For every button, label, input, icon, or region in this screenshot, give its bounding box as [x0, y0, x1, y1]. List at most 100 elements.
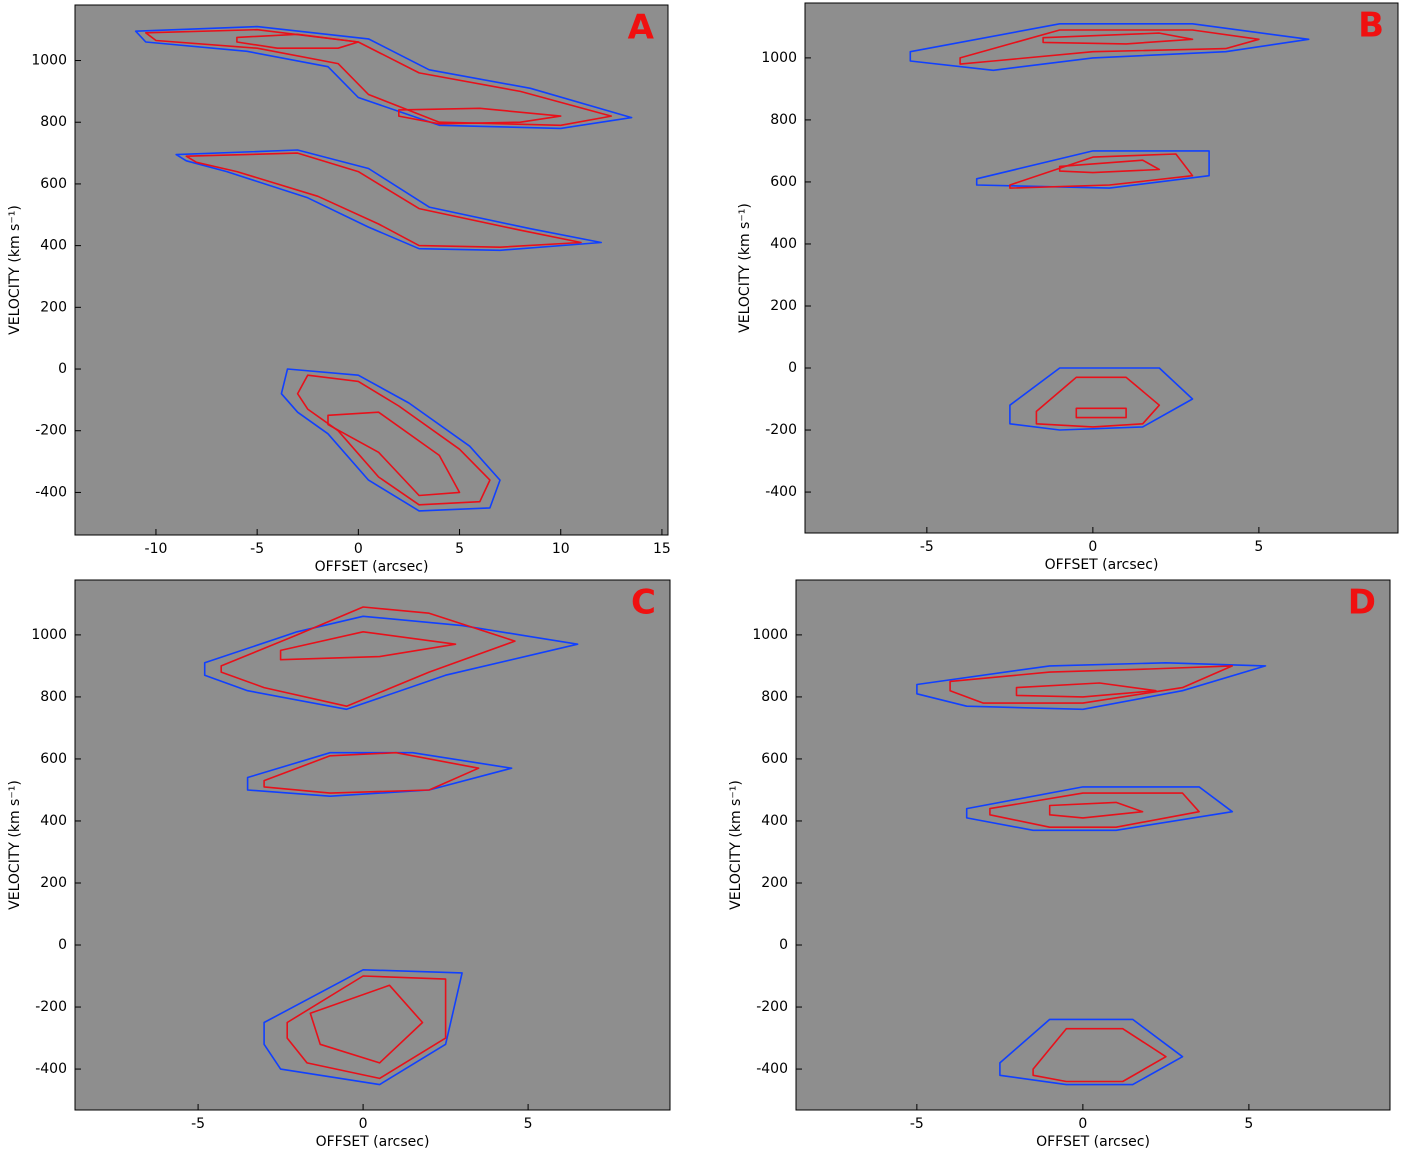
y-tick-label: 200 [40, 875, 67, 891]
contour [1048, 801, 1144, 819]
plot-area [75, 5, 668, 535]
y-tick-label: 1000 [752, 627, 788, 643]
plot-content [909, 23, 1310, 431]
plot-frame [795, 579, 1391, 1111]
y-axis-label: VELOCITY (km s⁻¹) [728, 780, 744, 910]
x-tick-label: -5 [191, 1116, 205, 1132]
contour [263, 751, 480, 794]
y-axis-label: VELOCITY (km s⁻¹) [737, 203, 753, 333]
y-tick-label: 200 [770, 298, 797, 314]
contour [916, 662, 1267, 711]
x-axis-label: OFFSET (arcsec) [316, 1134, 430, 1150]
y-tick-label: -400 [765, 484, 797, 500]
contour [1058, 159, 1161, 174]
panel-label: A [628, 8, 655, 48]
y-tick-label: 800 [40, 114, 67, 130]
contour [246, 751, 513, 797]
contour [236, 33, 360, 49]
contour [175, 149, 602, 252]
contour [965, 786, 1234, 832]
y-tick-label: 1000 [31, 627, 67, 643]
contour [296, 374, 491, 506]
x-tick-label: 0 [354, 541, 363, 557]
y-tick-label: 600 [40, 751, 67, 767]
x-tick-label: -5 [250, 541, 264, 557]
contour [309, 984, 424, 1064]
y-tick-label: 800 [770, 112, 797, 128]
panel: -5 0 5 -400 -200 0 200 400 600 800 1000 OFFSET (arc… [728, 579, 1391, 1150]
plot-content [134, 25, 633, 512]
contour [279, 631, 457, 661]
contour [1035, 376, 1161, 428]
contour [1009, 153, 1194, 189]
x-axis-label: OFFSET (arcsec) [1045, 557, 1159, 573]
plot-frame [74, 579, 671, 1111]
x-axis-label: OFFSET (arcsec) [315, 559, 429, 575]
contour [327, 411, 461, 497]
x-tick-label: 0 [359, 1116, 368, 1132]
plot-content [203, 606, 579, 1086]
y-tick-label: 1000 [761, 50, 797, 66]
contour [280, 368, 501, 512]
panel-label: D [1348, 583, 1376, 623]
x-tick-label: 5 [1254, 539, 1263, 555]
panel: -10 -5 0 5 10 15 -400 -200 0 200 400 600 800 1000 OFFS… [7, 4, 671, 575]
contour [949, 665, 1234, 704]
contour [989, 792, 1200, 828]
contour [203, 615, 579, 711]
panel-label: B [1358, 6, 1384, 46]
contour [134, 25, 633, 130]
y-tick-label: 400 [40, 813, 67, 829]
plot-area [75, 580, 670, 1110]
contour [959, 29, 1260, 65]
contour [1009, 367, 1194, 431]
contour [909, 23, 1310, 72]
y-tick-label: 200 [761, 875, 788, 891]
plot-frame [74, 4, 669, 536]
plot-area [805, 3, 1398, 533]
plot-area [796, 580, 1390, 1110]
contour [263, 969, 463, 1086]
y-tick-label: 0 [779, 937, 788, 953]
contour [975, 150, 1210, 189]
x-tick-label: 10 [552, 541, 570, 557]
y-tick-label: 600 [40, 176, 67, 192]
y-tick-label: 600 [761, 751, 788, 767]
x-tick-label: -10 [145, 541, 168, 557]
y-tick-label: -400 [35, 1061, 67, 1077]
y-tick-label: 600 [770, 174, 797, 190]
y-tick-label: 0 [58, 937, 67, 953]
y-tick-label: 1000 [31, 53, 67, 69]
panel: -5 0 5 -400 -200 0 200 400 600 800 1000 OFFSET (arc… [7, 579, 671, 1150]
y-tick-label: 0 [788, 360, 797, 376]
x-tick-label: 5 [1244, 1116, 1253, 1132]
y-tick-label: -200 [756, 999, 788, 1015]
x-tick-label: 15 [653, 541, 671, 557]
contour [999, 1018, 1184, 1086]
x-tick-label: 0 [1078, 1116, 1087, 1132]
y-tick-label: -200 [35, 423, 67, 439]
y-tick-label: -400 [35, 484, 67, 500]
contour [1075, 407, 1127, 419]
x-tick-label: 0 [1088, 539, 1097, 555]
contour [220, 606, 516, 707]
plot-frame [804, 2, 1399, 534]
y-axis-label: VELOCITY (km s⁻¹) [7, 780, 23, 910]
panel-label: C [631, 583, 656, 623]
contour [286, 975, 447, 1080]
y-tick-label: 400 [770, 236, 797, 252]
plot-content [916, 662, 1267, 1086]
y-tick-label: 200 [40, 299, 67, 315]
contour [1032, 1027, 1167, 1083]
y-tick-label: 400 [40, 238, 67, 254]
contour [1042, 32, 1194, 45]
x-tick-label: 5 [455, 541, 464, 557]
x-tick-label: 5 [524, 1116, 533, 1132]
y-axis-label: VELOCITY (km s⁻¹) [7, 205, 23, 335]
x-tick-label: -5 [910, 1116, 924, 1132]
y-tick-label: -200 [765, 422, 797, 438]
panel: -5 0 5 -400 -200 0 200 400 600 800 1000 OFFSET (arc… [737, 2, 1399, 573]
y-tick-label: 400 [761, 813, 788, 829]
x-tick-label: -5 [920, 539, 934, 555]
